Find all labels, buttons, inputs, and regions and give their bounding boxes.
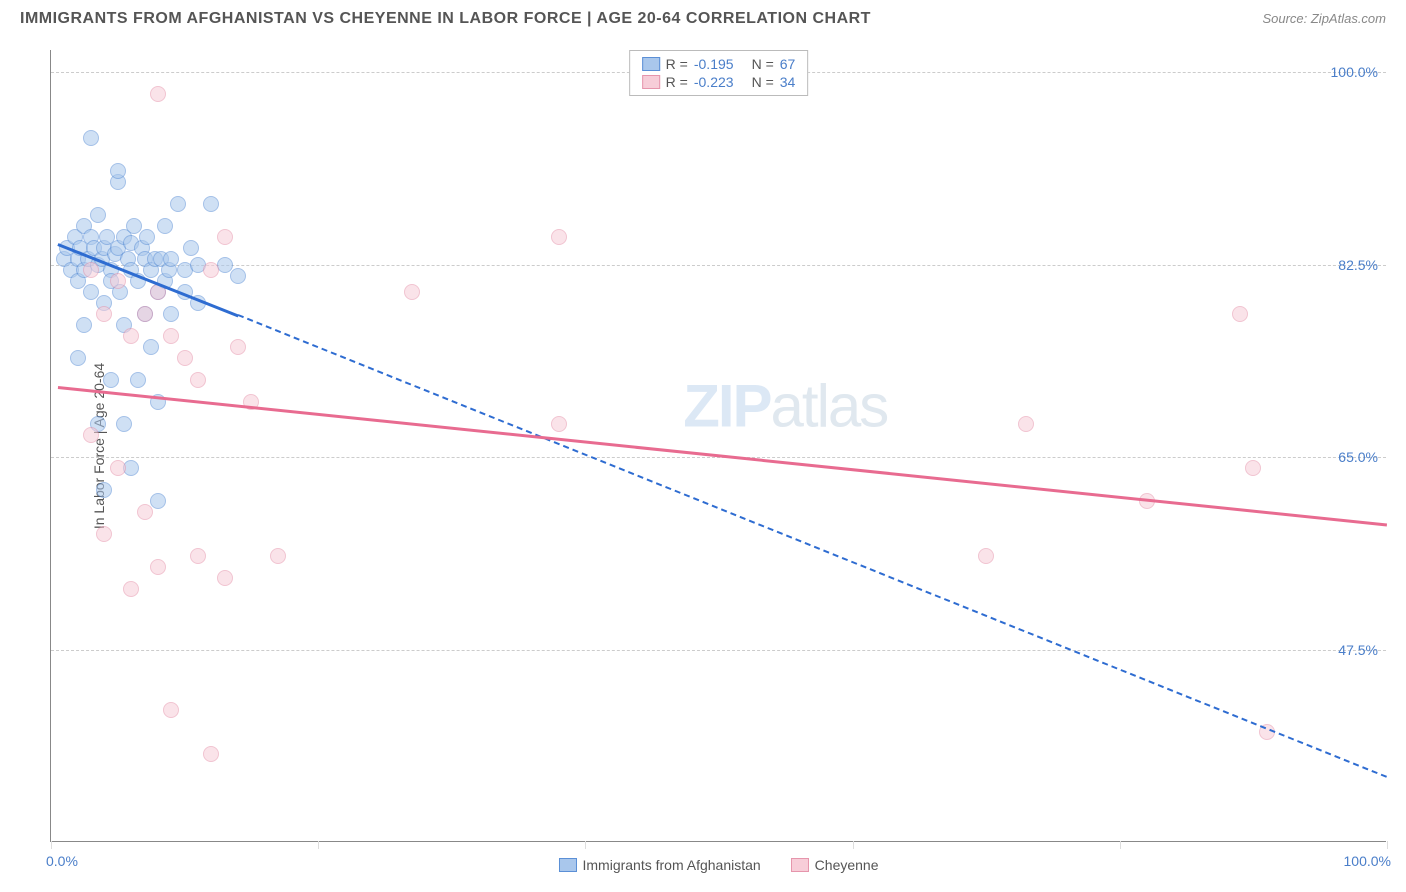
scatter-point <box>230 339 246 355</box>
y-tick-label: 100.0% <box>1331 64 1378 80</box>
legend-series-item: Cheyenne <box>791 857 879 873</box>
scatter-point <box>163 702 179 718</box>
trend-line-dashed <box>238 314 1388 778</box>
scatter-point <box>203 262 219 278</box>
scatter-point <box>96 482 112 498</box>
watermark-bold: ZIP <box>683 372 770 439</box>
legend-n-value: 67 <box>780 56 796 72</box>
legend-r-value: -0.195 <box>694 56 734 72</box>
scatter-point <box>551 416 567 432</box>
scatter-point <box>83 130 99 146</box>
scatter-point <box>217 229 233 245</box>
legend-r-label: R = <box>666 56 688 72</box>
gridline-horizontal <box>51 457 1386 458</box>
scatter-point <box>150 559 166 575</box>
legend-row: R = -0.223 N = 34 <box>642 73 796 91</box>
scatter-point <box>230 268 246 284</box>
scatter-point <box>123 581 139 597</box>
scatter-point <box>150 86 166 102</box>
source-label: Source: <box>1262 11 1310 26</box>
watermark-thin: atlas <box>771 372 888 439</box>
scatter-point <box>1232 306 1248 322</box>
y-tick-label: 47.5% <box>1338 642 1378 658</box>
trend-line <box>58 386 1388 526</box>
scatter-point <box>110 460 126 476</box>
y-tick-label: 65.0% <box>1338 449 1378 465</box>
legend-correlation: R = -0.195 N = 67 R = -0.223 N = 34 <box>629 50 809 96</box>
scatter-point <box>90 207 106 223</box>
x-tick-label: 100.0% <box>1344 853 1391 869</box>
scatter-point <box>404 284 420 300</box>
scatter-point <box>190 372 206 388</box>
scatter-point <box>139 229 155 245</box>
scatter-point <box>157 218 173 234</box>
scatter-point <box>76 317 92 333</box>
scatter-point <box>163 251 179 267</box>
legend-n-value: 34 <box>780 74 796 90</box>
scatter-point <box>203 746 219 762</box>
y-axis-label: In Labor Force | Age 20-64 <box>91 362 107 528</box>
scatter-point <box>270 548 286 564</box>
legend-swatch <box>642 75 660 89</box>
scatter-point <box>1245 460 1261 476</box>
legend-series-item: Immigrants from Afghanistan <box>558 857 760 873</box>
legend-n-label: N = <box>752 74 774 90</box>
scatter-point <box>110 163 126 179</box>
scatter-point <box>83 284 99 300</box>
watermark: ZIPatlas <box>683 371 887 440</box>
x-tick-label: 0.0% <box>46 853 78 869</box>
x-tick <box>585 841 586 849</box>
gridline-horizontal <box>51 265 1386 266</box>
x-tick <box>1120 841 1121 849</box>
x-tick <box>318 841 319 849</box>
legend-n-label: N = <box>752 56 774 72</box>
scatter-point <box>116 416 132 432</box>
scatter-point <box>1018 416 1034 432</box>
legend-row: R = -0.195 N = 67 <box>642 55 796 73</box>
scatter-point <box>177 350 193 366</box>
scatter-point <box>70 350 86 366</box>
legend-swatch <box>791 858 809 872</box>
scatter-point <box>83 427 99 443</box>
scatter-point <box>203 196 219 212</box>
scatter-point <box>163 306 179 322</box>
scatter-point <box>110 273 126 289</box>
legend-series-name: Cheyenne <box>815 857 879 873</box>
y-tick-label: 82.5% <box>1338 257 1378 273</box>
scatter-point <box>103 372 119 388</box>
scatter-point <box>96 526 112 542</box>
scatter-point <box>978 548 994 564</box>
x-tick <box>853 841 854 849</box>
x-tick <box>1387 841 1388 849</box>
source-attribution: Source: ZipAtlas.com <box>1262 10 1386 28</box>
scatter-point <box>150 493 166 509</box>
legend-r-value: -0.223 <box>694 74 734 90</box>
chart-title: IMMIGRANTS FROM AFGHANISTAN VS CHEYENNE … <box>20 10 871 28</box>
legend-swatch <box>558 858 576 872</box>
gridline-horizontal <box>51 650 1386 651</box>
x-tick <box>51 841 52 849</box>
scatter-point <box>190 548 206 564</box>
scatter-point <box>143 339 159 355</box>
scatter-point <box>163 328 179 344</box>
scatter-point <box>123 328 139 344</box>
scatter-chart: ZIPatlas In Labor Force | Age 20-64 R = … <box>50 50 1386 842</box>
legend-series-name: Immigrants from Afghanistan <box>582 857 760 873</box>
scatter-point <box>137 306 153 322</box>
source-value: ZipAtlas.com <box>1311 11 1386 26</box>
scatter-point <box>551 229 567 245</box>
legend-swatch <box>642 57 660 71</box>
legend-r-label: R = <box>666 74 688 90</box>
scatter-point <box>96 306 112 322</box>
scatter-point <box>137 504 153 520</box>
scatter-point <box>217 570 233 586</box>
scatter-point <box>126 218 142 234</box>
scatter-point <box>130 372 146 388</box>
legend-series: Immigrants from Afghanistan Cheyenne <box>558 857 878 873</box>
scatter-point <box>83 262 99 278</box>
scatter-point <box>170 196 186 212</box>
scatter-point <box>183 240 199 256</box>
